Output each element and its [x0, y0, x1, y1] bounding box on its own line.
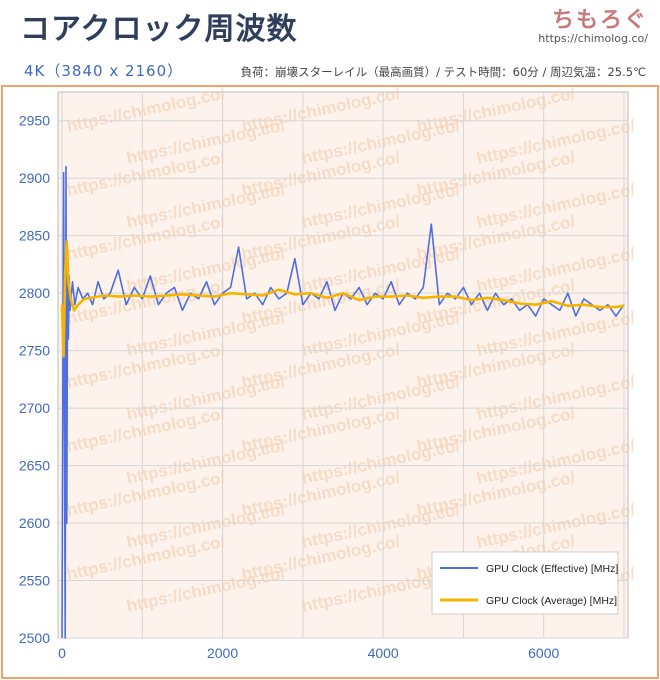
legend-label: GPU Clock (Effective) [MHz] [486, 563, 618, 575]
y-tick-label: 2750 [19, 343, 50, 359]
y-tick-label: 2550 [19, 573, 50, 589]
legend-label: GPU Clock (Average) [MHz] [486, 595, 617, 607]
brand-name: ちもろぐ [551, 8, 648, 33]
brand-url: https://chimolog.co/ [538, 32, 648, 45]
series-average-line [60, 240, 625, 358]
legend-box [431, 551, 619, 615]
chart-title: コアクロック周波数 [20, 12, 298, 47]
x-tick-label: 2000 [207, 645, 238, 661]
x-tick-label: 6000 [528, 645, 559, 661]
brand: ちもろぐ https://chimolog.co/ [538, 2, 648, 45]
y-tick-label: 2600 [19, 515, 50, 531]
chart-frame [1, 85, 659, 679]
y-tick-label: 2850 [19, 228, 50, 244]
resolution-label: 4K（3840 x 2160） [24, 62, 184, 80]
test-conditions: 負荷：崩壊スターレイル（最高画質）/ テスト時間：60分 / 周辺気温：25.5… [240, 65, 646, 79]
y-tick-label: 2900 [19, 170, 50, 186]
plot-area [57, 91, 629, 639]
x-tick-label: 0 [58, 645, 66, 661]
y-tick-label: 2500 [19, 630, 50, 646]
y-tick-label: 2950 [19, 113, 50, 129]
y-tick-label: 2700 [19, 400, 50, 416]
y-tick-label: 2800 [19, 285, 50, 301]
y-tick-label: 2650 [19, 458, 50, 474]
x-tick-label: 4000 [368, 645, 399, 661]
